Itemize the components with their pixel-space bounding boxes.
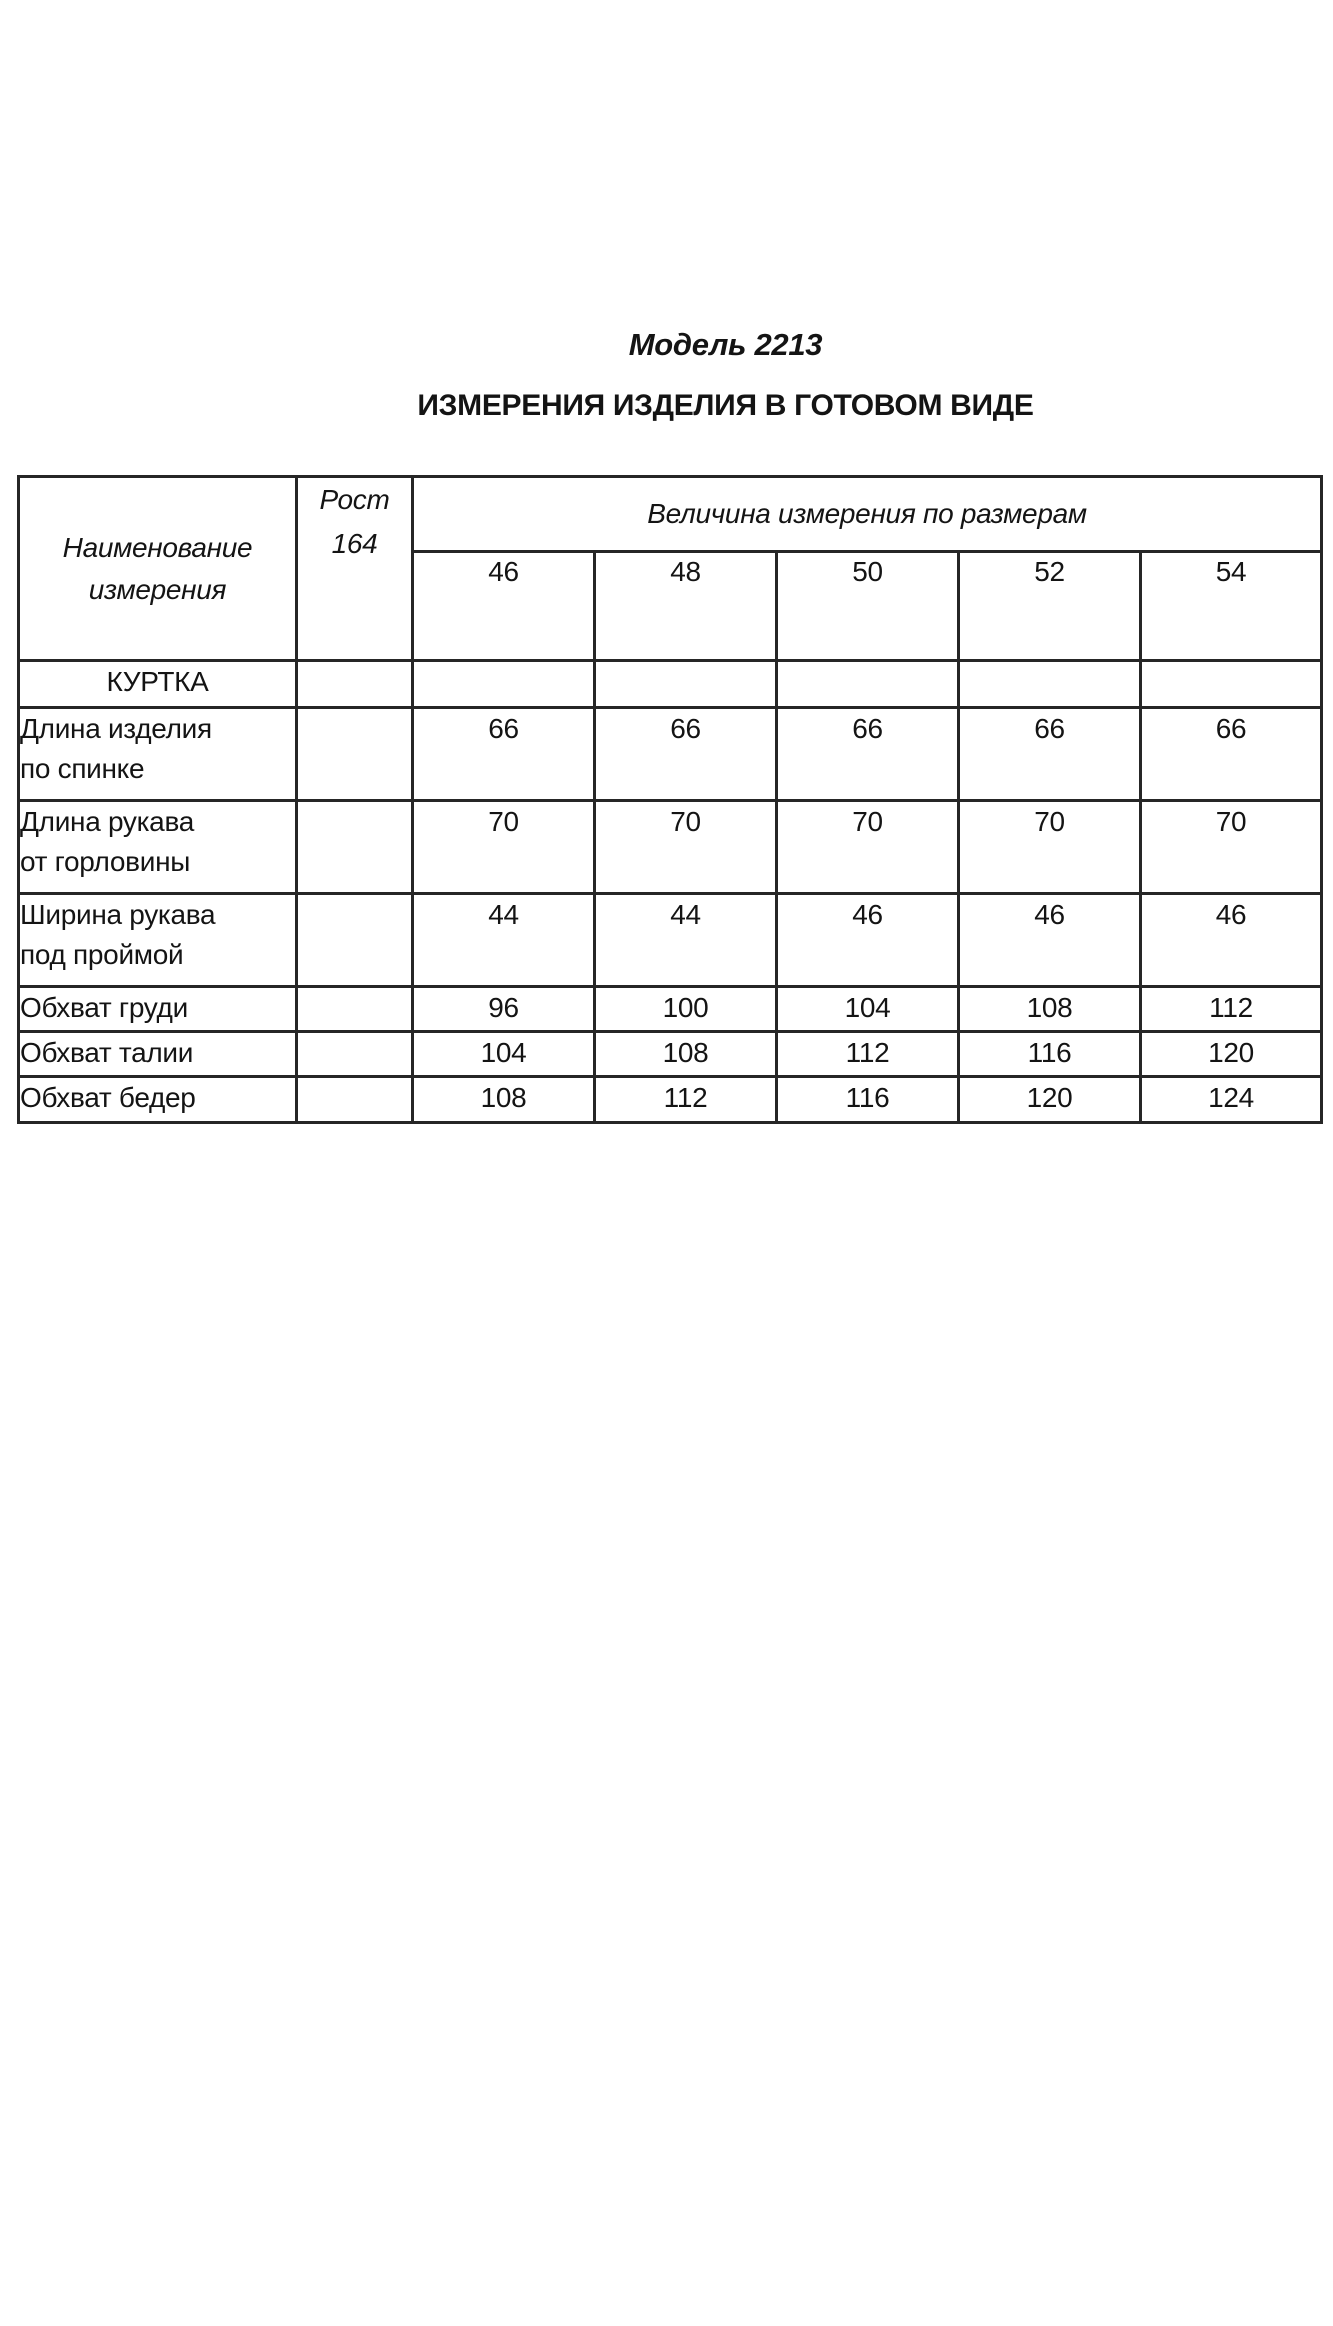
header-sizes-span: Величина измерения по размерам [410, 475, 1324, 553]
header-row-span: Наименование измерения Рост 164 Величина… [17, 475, 1324, 662]
value-cell: 70 [593, 799, 778, 895]
empty-cell [411, 659, 596, 709]
empty-cell [295, 892, 414, 988]
section-row-jacket: КУРТКА [17, 659, 1324, 709]
header-measurement-name: Наименование измерения [17, 475, 298, 662]
empty-cell [775, 659, 960, 709]
row-label-line2: от горловины [20, 846, 191, 877]
value-cell: 46 [1138, 892, 1324, 988]
value-cell: 120 [1138, 1030, 1324, 1078]
value-cell: 108 [411, 1075, 596, 1124]
value-cell: 46 [775, 892, 960, 988]
value-cell: 116 [957, 1030, 1142, 1078]
row-label: Длина изделия по спинке [17, 706, 298, 802]
header-size-46: 46 [411, 550, 596, 662]
header-height-line1: Рост [319, 484, 390, 515]
empty-cell [295, 1030, 414, 1078]
row-label: Обхват груди [17, 985, 298, 1033]
headings-block: Модель 2213 ИЗМЕРЕНИЯ ИЗДЕЛИЯ В ГОТОВОМ … [118, 326, 1333, 424]
header-row-sizes: 46 48 50 52 54 [19, 550, 1324, 662]
measurements-table: Наименование измерения Рост 164 Величина… [17, 475, 1324, 1124]
empty-cell [295, 799, 414, 895]
value-cell: 46 [957, 892, 1142, 988]
header-size-48: 48 [593, 550, 778, 662]
row-label-line1: Длина изделия [20, 713, 213, 744]
header-size-50: 50 [775, 550, 960, 662]
empty-cell [295, 706, 414, 802]
section-label: КУРТКА [17, 659, 298, 709]
document-page: { "page": { "title": "Модель 2213", "sub… [0, 326, 1333, 2326]
header-height-164: Рост 164 [295, 475, 414, 662]
page-subtitle: ИЗМЕРЕНИЯ ИЗДЕЛИЯ В ГОТОВОМ ВИДЕ [417, 389, 1034, 422]
table-row-chest: Обхват груди 96 100 104 108 112 [17, 985, 1324, 1033]
row-label: Длина рукава от горловины [17, 799, 298, 895]
header-measurement-name-line2: измерения [88, 573, 227, 605]
value-cell: 112 [1138, 985, 1324, 1033]
value-cell: 108 [957, 985, 1142, 1033]
value-cell: 66 [593, 706, 778, 802]
value-cell: 44 [593, 892, 778, 988]
row-label: Ширина рукава под проймой [17, 892, 298, 988]
table-row-sleeve-width: Ширина рукава под проймой 44 44 46 46 46 [17, 892, 1324, 988]
value-cell: 44 [411, 892, 596, 988]
value-cell: 100 [593, 985, 778, 1033]
empty-cell [1138, 659, 1324, 709]
row-label-line1: Длина рукава [20, 806, 195, 837]
empty-cell [295, 985, 414, 1033]
value-cell: 70 [411, 799, 596, 895]
row-label-line2: по спинке [20, 753, 145, 784]
header-measurement-name-line1: Наименование [62, 531, 253, 563]
value-cell: 96 [411, 985, 596, 1033]
empty-cell [295, 659, 414, 709]
row-label: Обхват бедер [17, 1075, 298, 1124]
value-cell: 120 [957, 1075, 1142, 1124]
value-cell: 66 [775, 706, 960, 802]
value-cell: 70 [775, 799, 960, 895]
row-label-line1: Ширина рукава [20, 899, 216, 930]
value-cell: 70 [957, 799, 1142, 895]
value-cell: 66 [411, 706, 596, 802]
value-cell: 124 [1138, 1075, 1324, 1124]
value-cell: 66 [957, 706, 1142, 802]
header-size-54: 54 [1138, 550, 1324, 662]
table-row-hips: Обхват бедер 108 112 116 120 124 [17, 1075, 1324, 1124]
value-cell: 104 [775, 985, 960, 1033]
empty-cell [593, 659, 778, 709]
table-row-back-length: Длина изделия по спинке 66 66 66 66 66 [17, 706, 1324, 802]
value-cell: 116 [775, 1075, 960, 1124]
header-height-line2: 164 [331, 528, 378, 559]
table-row-sleeve-length: Длина рукава от горловины 70 70 70 70 70 [17, 799, 1324, 895]
value-cell: 108 [593, 1030, 778, 1078]
value-cell: 112 [593, 1075, 778, 1124]
empty-cell [957, 659, 1142, 709]
value-cell: 70 [1138, 799, 1324, 895]
row-label: Обхват талии [17, 1030, 298, 1078]
table-row-waist: Обхват талии 104 108 112 116 120 [17, 1030, 1324, 1078]
value-cell: 104 [411, 1030, 596, 1078]
value-cell: 112 [775, 1030, 960, 1078]
row-label-line2: под проймой [20, 939, 184, 970]
header-size-52: 52 [957, 550, 1142, 662]
page-title: Модель 2213 [628, 327, 823, 362]
empty-cell [295, 1075, 414, 1124]
value-cell: 66 [1138, 706, 1324, 802]
